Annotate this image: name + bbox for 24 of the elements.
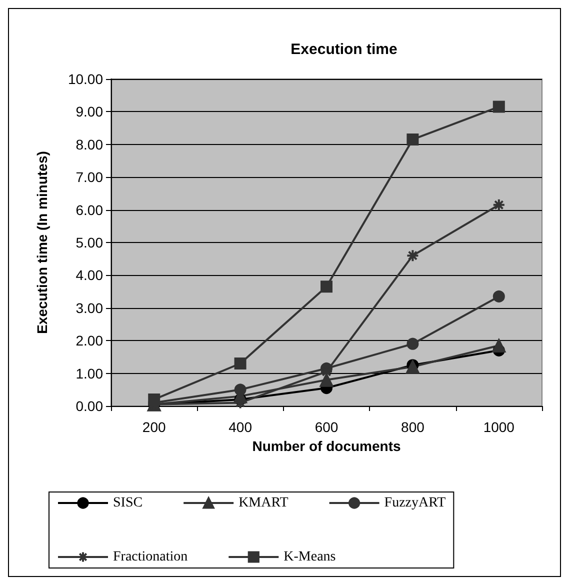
legend-label: KMART bbox=[238, 496, 289, 510]
x-axis-title: Number of documents bbox=[252, 438, 401, 454]
y-tick-label: 1.00 bbox=[76, 365, 104, 382]
y-tick-label: 5.00 bbox=[76, 234, 104, 250]
y-axis-title: Execution time (In minutes) bbox=[34, 151, 50, 334]
y-tick-label: 8.00 bbox=[76, 136, 104, 152]
legend-label: FuzzyART bbox=[384, 496, 446, 510]
chart-title: Execution time bbox=[290, 41, 398, 58]
y-tick-label: 7.00 bbox=[76, 169, 104, 186]
x-tick-label: 800 bbox=[401, 419, 425, 435]
x-tick-label: 200 bbox=[142, 419, 166, 435]
legend-label: Fractionation bbox=[113, 550, 188, 564]
y-tick-label: 6.00 bbox=[76, 202, 104, 218]
y-tick-label: 3.00 bbox=[76, 300, 104, 316]
legend-label: K-Means bbox=[284, 550, 336, 564]
x-tick-label: 1000 bbox=[483, 419, 515, 435]
y-tick-label: 2.00 bbox=[76, 332, 104, 349]
legend-label: SISC bbox=[113, 496, 143, 510]
y-tick-label: 10.00 bbox=[68, 71, 104, 87]
y-tick-label: 0.00 bbox=[76, 398, 104, 414]
y-tick-label: 4.00 bbox=[76, 267, 104, 284]
y-tick-label: 9.00 bbox=[76, 104, 104, 120]
x-tick-label: 400 bbox=[228, 419, 252, 435]
x-tick-label: 600 bbox=[314, 419, 338, 435]
